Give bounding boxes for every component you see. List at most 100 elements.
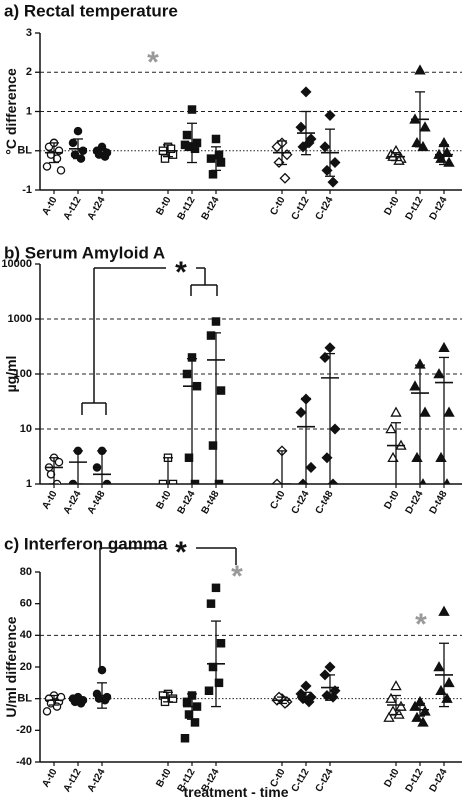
point (385, 423, 397, 434)
x-tick-label: C-t0 (268, 489, 287, 512)
y-tick-label: -1 (22, 184, 32, 196)
point (216, 158, 226, 167)
point (102, 479, 112, 484)
x-tick-label: D-t12 (404, 195, 426, 223)
x-tick-label: D-t0 (382, 195, 401, 218)
panel-title: c) Interferon gamma (4, 534, 168, 553)
point (327, 176, 339, 188)
x-tick-label: A-t48 (86, 489, 108, 517)
x-tick-label: D-t48 (428, 489, 450, 517)
point (324, 109, 336, 121)
x-axis-label: treatment - time (183, 784, 288, 800)
y-tick-label: -40 (16, 756, 32, 768)
point (419, 121, 431, 132)
data-layer (42, 64, 455, 188)
x-tick-label: D-t0 (382, 489, 401, 512)
point (319, 351, 331, 363)
x-tick-label: C-t24 (314, 195, 336, 223)
significance-star: * (231, 560, 243, 593)
point (271, 141, 283, 153)
point (443, 406, 455, 417)
y-tick-label: 40 (20, 629, 32, 641)
x-tick-label: C-t12 (290, 195, 312, 223)
point (433, 661, 445, 672)
point (300, 680, 312, 692)
point (417, 716, 429, 727)
significance-star: * (175, 536, 187, 569)
panel-title: b) Serum Amyloid A (4, 243, 165, 262)
point (387, 451, 399, 463)
y-tick-label: 100 (14, 368, 32, 380)
x-tick-label: D-t0 (382, 767, 401, 790)
x-tick-label: A-t12 (62, 195, 84, 223)
x-tick-label: B-t24 (200, 195, 222, 223)
point (182, 697, 192, 707)
point (182, 130, 192, 140)
y-tick-label: BL (17, 693, 32, 705)
x-tick-label: B-t0 (154, 767, 173, 790)
significance-star: * (175, 256, 187, 289)
y-tick-label: 1 (26, 478, 32, 490)
x-tick-label: D-t12 (404, 767, 426, 795)
data-layer (42, 583, 455, 743)
y-tick-label: 1000 (8, 313, 32, 325)
point (204, 686, 214, 696)
significance-star: * (415, 608, 427, 641)
point (390, 680, 402, 691)
x-tick-label: A-t12 (62, 767, 84, 795)
point (54, 457, 64, 467)
x-tick-label: D-t24 (404, 489, 426, 517)
x-tick-label: D-t24 (428, 195, 450, 223)
point (385, 692, 397, 703)
x-tick-label: A-t0 (40, 489, 59, 512)
point (435, 152, 447, 163)
x-tick-label: A-t24 (86, 767, 108, 795)
y-tick-label: -20 (16, 724, 32, 736)
point (443, 478, 451, 484)
y-tick-label: 60 (20, 598, 32, 610)
x-tick-label: C-t12 (290, 767, 312, 795)
point (216, 639, 226, 648)
point (419, 478, 427, 484)
point (211, 317, 221, 326)
point (324, 342, 336, 354)
point (383, 711, 395, 722)
x-tick-label: A-t24 (86, 195, 108, 223)
y-tick-label: 10000 (1, 258, 32, 270)
point (208, 170, 218, 179)
x-tick-label: B-t0 (154, 489, 173, 512)
point (390, 406, 402, 417)
point (438, 341, 450, 353)
y-tick-label: BL (17, 145, 32, 157)
x-tick-label: B-t24 (176, 489, 198, 517)
point (414, 64, 426, 75)
y-axis-label: U/ml difference (3, 616, 19, 717)
point (441, 692, 453, 703)
point (180, 734, 190, 743)
x-tick-label: A-t24 (62, 489, 84, 517)
x-tick-label: B-t0 (154, 195, 173, 218)
x-tick-label: B-t48 (200, 489, 222, 517)
point (443, 676, 455, 688)
point (411, 451, 423, 463)
point (180, 140, 190, 150)
point (97, 665, 107, 675)
point (438, 605, 450, 616)
point (160, 154, 170, 163)
point (211, 134, 221, 144)
point (211, 583, 221, 593)
y-tick-label: 10 (20, 423, 32, 435)
panel-title: a) Rectal temperature (4, 1, 178, 20)
point (295, 121, 307, 133)
significance-star: * (147, 46, 159, 79)
y-axis-label: µg/ml (3, 356, 19, 393)
y-tick-label: 2 (26, 66, 32, 78)
point (42, 707, 52, 716)
x-tick-label: A-t0 (40, 767, 59, 790)
point (295, 406, 307, 418)
point (42, 162, 52, 171)
point (435, 451, 447, 463)
point (300, 86, 312, 98)
point (206, 599, 216, 608)
